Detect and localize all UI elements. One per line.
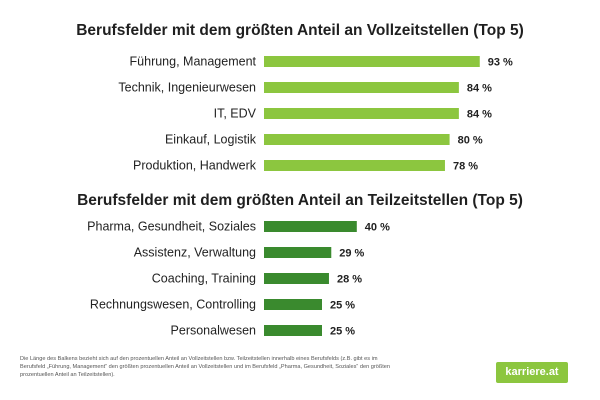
category-label: Personalwesen	[171, 324, 257, 338]
value-label: 40 %	[365, 222, 390, 234]
category-label: Rechnungswesen, Controlling	[90, 298, 256, 312]
value-label: 78 %	[453, 161, 478, 173]
value-label: 84 %	[467, 83, 492, 95]
value-label: 93 %	[488, 57, 513, 69]
bar	[264, 299, 322, 310]
value-label: 28 %	[337, 274, 362, 286]
category-label: Einkauf, Logistik	[165, 133, 257, 147]
value-label: 80 %	[458, 135, 483, 147]
category-label: Pharma, Gesundheit, Soziales	[87, 220, 256, 234]
bar	[264, 247, 332, 258]
karriere-logo: karriere.at	[496, 362, 568, 383]
category-label: Produktion, Handwerk	[133, 159, 257, 173]
category-label: Technik, Ingenieurwesen	[118, 81, 256, 95]
bar	[264, 221, 357, 232]
bar	[264, 273, 329, 284]
value-label: 25 %	[330, 300, 355, 312]
chart-title-parttime: Berufsfelder mit dem größten Anteil an T…	[77, 192, 523, 209]
bar	[264, 325, 322, 336]
category-label: Coaching, Training	[152, 272, 256, 286]
bar	[264, 160, 445, 171]
bar	[264, 134, 450, 145]
category-label: Assistenz, Verwaltung	[134, 246, 256, 260]
value-label: 84 %	[467, 109, 492, 121]
bar	[264, 82, 459, 93]
bar	[264, 108, 459, 119]
bar	[264, 56, 480, 67]
footnote: Die Länge des Balkens bezieht sich auf d…	[20, 356, 391, 378]
category-label: Führung, Management	[130, 55, 257, 69]
category-label: IT, EDV	[214, 107, 257, 121]
value-label: 29 %	[339, 248, 364, 260]
value-label: 25 %	[330, 326, 355, 338]
chart-title-fulltime: Berufsfelder mit dem größten Anteil an V…	[76, 22, 524, 39]
